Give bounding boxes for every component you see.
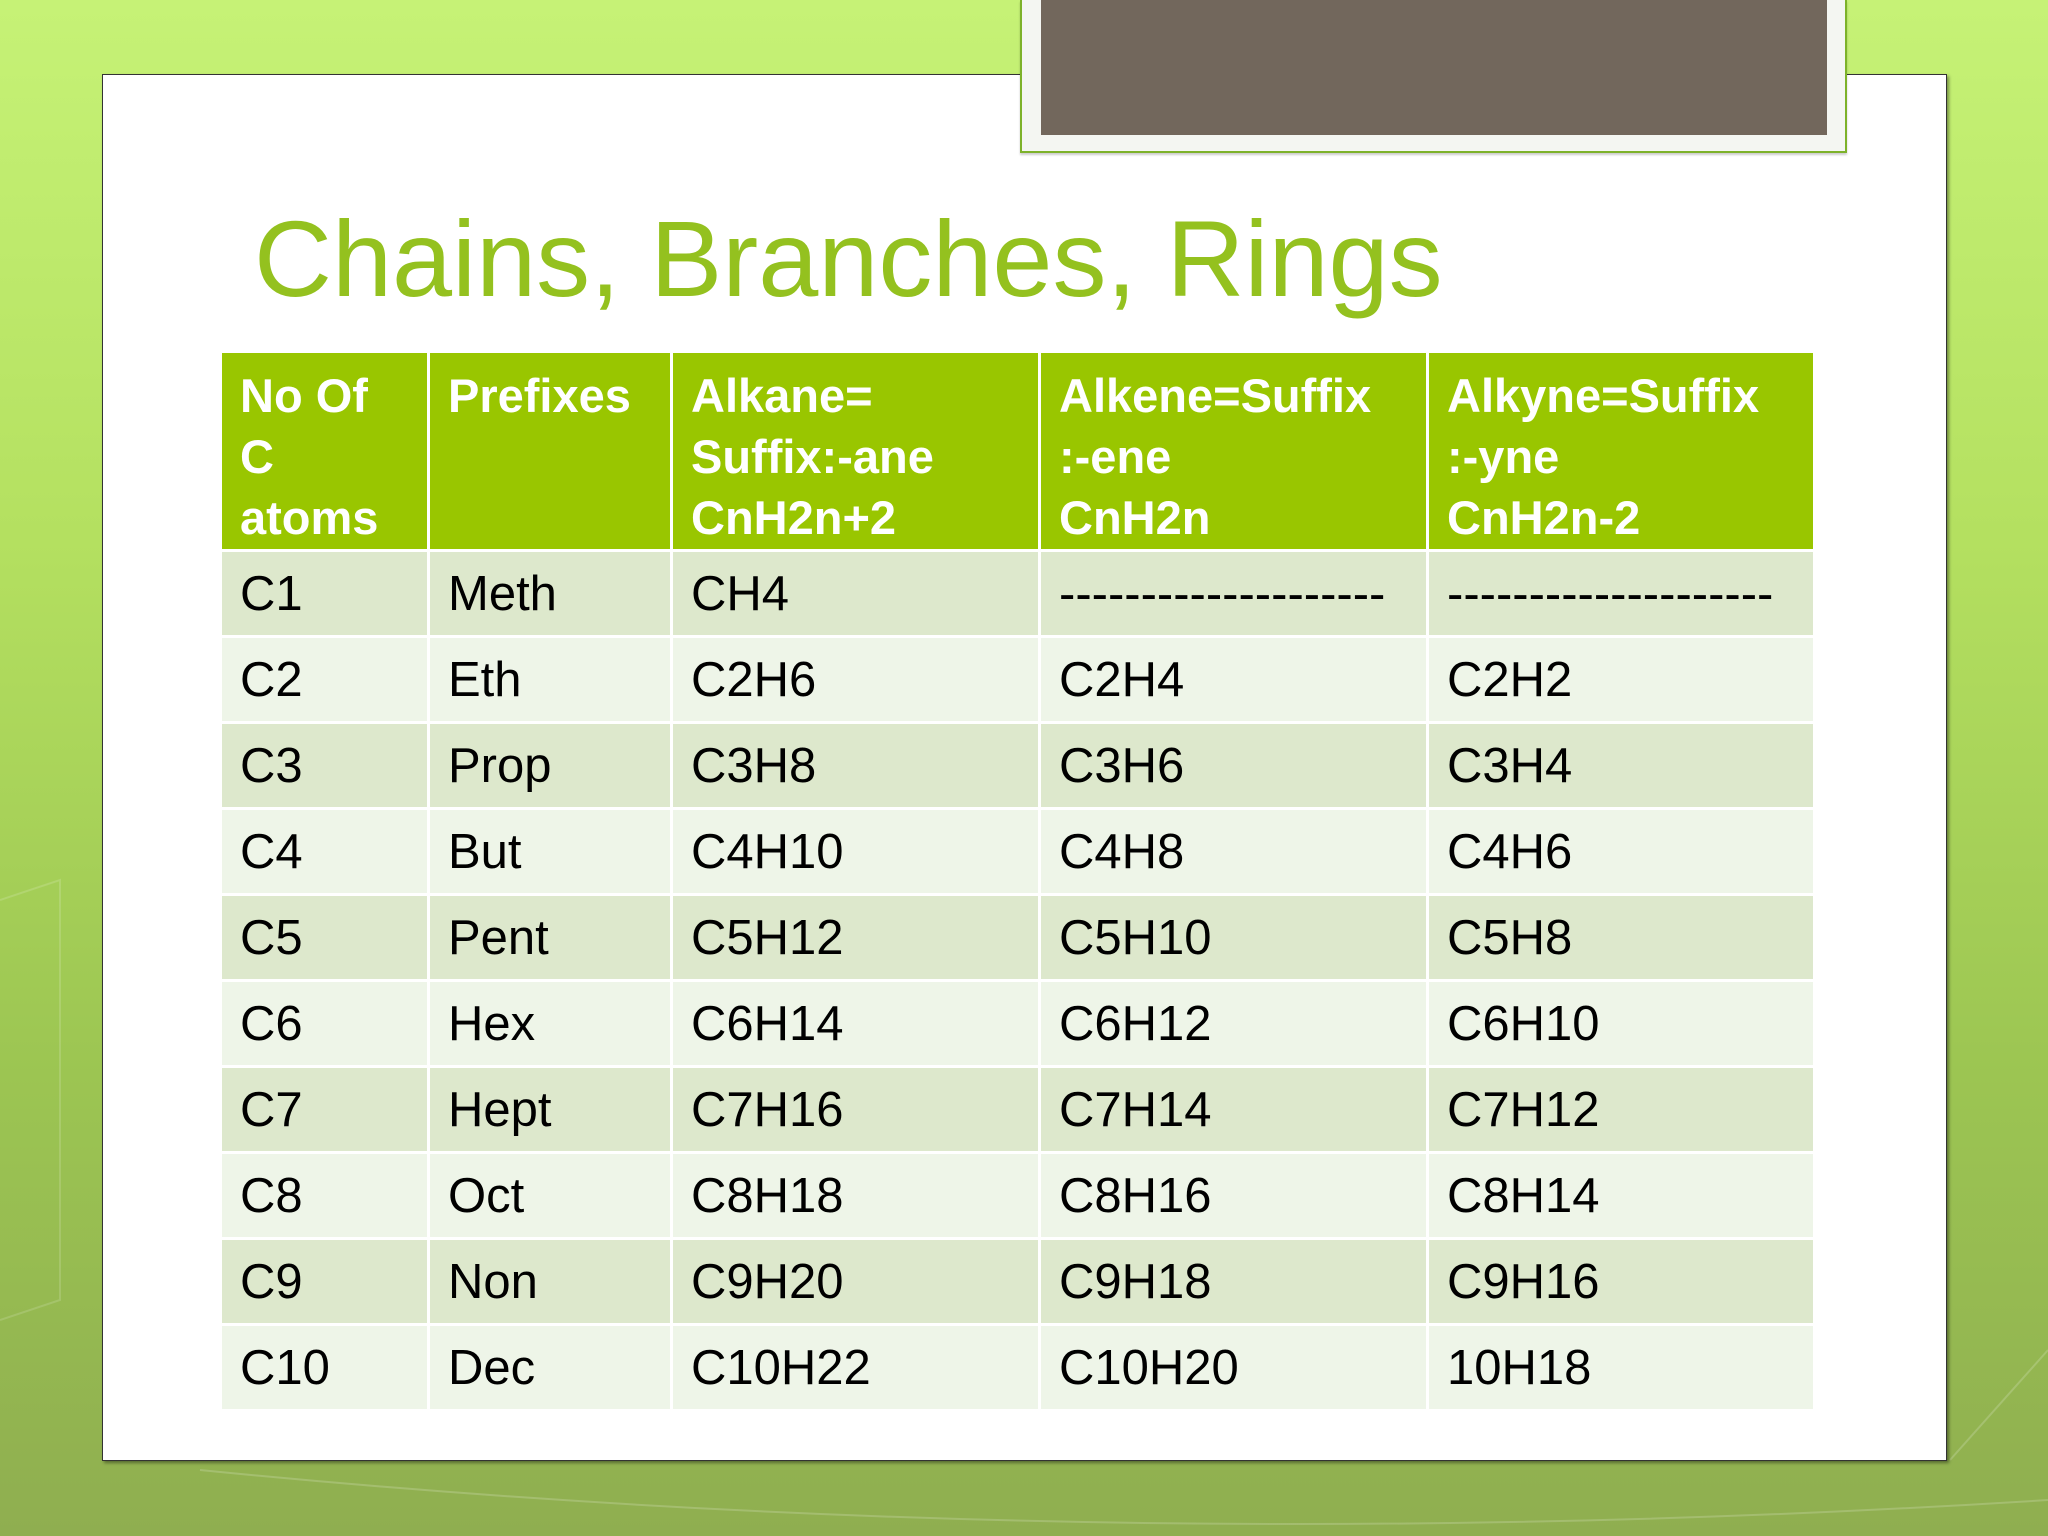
header-line: :-ene xyxy=(1059,430,1172,483)
cell-alkane: C8H18 xyxy=(670,1151,1041,1240)
cell-carbon-count: C5 xyxy=(219,893,430,982)
header-tab-box xyxy=(1041,0,1827,135)
header-line: :-yne xyxy=(1447,430,1560,483)
cell-prefix: Meth xyxy=(427,549,673,638)
header-alkyne: Alkyne=Suffix :-yne CnH2n-2 xyxy=(1426,350,1816,552)
cell-alkane: C2H6 xyxy=(670,635,1041,724)
cell-carbon-count: C6 xyxy=(219,979,430,1068)
cell-alkane: C5H12 xyxy=(670,893,1041,982)
header-line: Alkyne=Suffix xyxy=(1447,369,1760,422)
header-line: C xyxy=(240,430,274,483)
header-alkene: Alkene=Suffix :-ene CnH2n xyxy=(1038,350,1429,552)
cell-alkane: CH4 xyxy=(670,549,1041,638)
cell-carbon-count: C4 xyxy=(219,807,430,896)
header-line: Prefixes xyxy=(448,369,631,422)
cell-prefix: Hex xyxy=(427,979,673,1068)
cell-carbon-count: C7 xyxy=(219,1065,430,1154)
cell-carbon-count: C9 xyxy=(219,1237,430,1326)
table-row: C2 Eth C2H6 C2H4 C2H2 xyxy=(219,635,1816,724)
cell-alkane: C4H10 xyxy=(670,807,1041,896)
cell-alkene: -------------------- xyxy=(1038,549,1429,638)
cell-carbon-count: C8 xyxy=(219,1151,430,1240)
cell-prefix: Pent xyxy=(427,893,673,982)
cell-carbon-count: C10 xyxy=(219,1323,430,1412)
cell-prefix: Hept xyxy=(427,1065,673,1154)
cell-carbon-count: C1 xyxy=(219,549,430,638)
cell-prefix: Eth xyxy=(427,635,673,724)
cell-prefix: Non xyxy=(427,1237,673,1326)
cell-carbon-count: C2 xyxy=(219,635,430,724)
table-row: C4 But C4H10 C4H8 C4H6 xyxy=(219,807,1816,896)
cell-alkyne: -------------------- xyxy=(1426,549,1816,638)
cell-alkene: C8H16 xyxy=(1038,1151,1429,1240)
header-line: CnH2n+2 xyxy=(691,491,897,544)
header-line: Suffix:-ane xyxy=(691,430,934,483)
cell-alkyne: C3H4 xyxy=(1426,721,1816,810)
header-line: Alkane= xyxy=(691,369,873,422)
cell-alkane: C10H22 xyxy=(670,1323,1041,1412)
cell-alkyne: C8H14 xyxy=(1426,1151,1816,1240)
cell-alkane: C6H14 xyxy=(670,979,1041,1068)
cell-alkene: C3H6 xyxy=(1038,721,1429,810)
cell-alkane: C3H8 xyxy=(670,721,1041,810)
cell-alkyne: C5H8 xyxy=(1426,893,1816,982)
cell-alkene: C10H20 xyxy=(1038,1323,1429,1412)
cell-alkyne: 10H18 xyxy=(1426,1323,1816,1412)
cell-carbon-count: C3 xyxy=(219,721,430,810)
cell-alkene: C9H18 xyxy=(1038,1237,1429,1326)
header-line: Alkene=Suffix xyxy=(1059,369,1372,422)
cell-prefix: Dec xyxy=(427,1323,673,1412)
cell-alkyne: C2H2 xyxy=(1426,635,1816,724)
table-row: C5 Pent C5H12 C5H10 C5H8 xyxy=(219,893,1816,982)
cell-alkene: C5H10 xyxy=(1038,893,1429,982)
cell-alkene: C6H12 xyxy=(1038,979,1429,1068)
header-line: CnH2n-2 xyxy=(1447,491,1641,544)
table-row: C10 Dec C10H22 C10H20 10H18 xyxy=(219,1323,1816,1412)
cell-alkyne: C7H12 xyxy=(1426,1065,1816,1154)
cell-alkyne: C4H6 xyxy=(1426,807,1816,896)
header-line: CnH2n xyxy=(1059,491,1211,544)
cell-alkene: C2H4 xyxy=(1038,635,1429,724)
table-row: C7 Hept C7H16 C7H14 C7H12 xyxy=(219,1065,1816,1154)
table-row: C6 Hex C6H14 C6H12 C6H10 xyxy=(219,979,1816,1068)
header-prefixes: Prefixes xyxy=(427,350,673,552)
table-row: C9 Non C9H20 C9H18 C9H16 xyxy=(219,1237,1816,1326)
header-line: atoms xyxy=(240,491,379,544)
slide-title: Chains, Branches, Rings xyxy=(254,198,1443,319)
table-row: C1 Meth CH4 -------------------- -----------… xyxy=(219,549,1816,638)
cell-alkene: C7H14 xyxy=(1038,1065,1429,1154)
cell-alkane: C9H20 xyxy=(670,1237,1041,1326)
cell-prefix: Oct xyxy=(427,1151,673,1240)
table-row: C3 Prop C3H8 C3H6 C3H4 xyxy=(219,721,1816,810)
cell-prefix: Prop xyxy=(427,721,673,810)
cell-alkyne: C6H10 xyxy=(1426,979,1816,1068)
cell-alkyne: C9H16 xyxy=(1426,1237,1816,1326)
header-alkane: Alkane= Suffix:-ane CnH2n+2 xyxy=(670,350,1041,552)
cell-alkene: C4H8 xyxy=(1038,807,1429,896)
table-row: C8 Oct C8H18 C8H16 C8H14 xyxy=(219,1151,1816,1240)
header-line: No Of xyxy=(240,369,368,422)
cell-prefix: But xyxy=(427,807,673,896)
cell-alkane: C7H16 xyxy=(670,1065,1041,1154)
